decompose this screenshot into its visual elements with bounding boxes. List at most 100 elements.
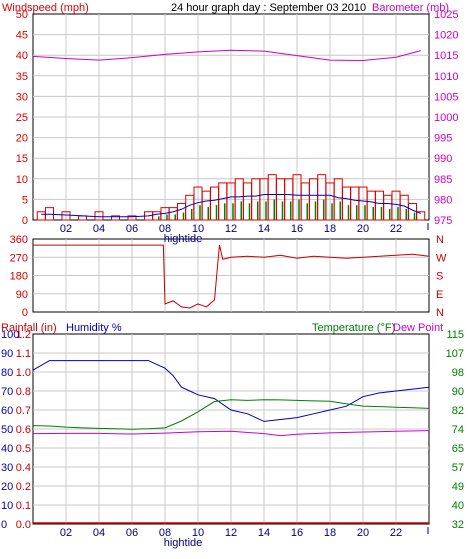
barometer-tick-label: 980 [434, 194, 452, 206]
rainfall-tick-label: 1.2 [16, 329, 31, 341]
temperature-tick-label: 90 [452, 386, 464, 398]
humidity-tick-label: 40 [1, 443, 13, 455]
windspeed-tick-label: 45 [16, 30, 28, 42]
rainfall-tick-label: 1.0 [16, 367, 31, 379]
windspeed-tick-label: 15 [16, 153, 28, 165]
windspeed-tick-label: 0 [22, 215, 28, 227]
humidity-tick-label: 100 [1, 329, 19, 341]
windspeed-axis-label: Windspeed (mph) [2, 2, 89, 14]
time-tick-label: 16 [291, 223, 303, 235]
barometer-tick-label: 975 [434, 215, 452, 227]
grid-layer [33, 14, 429, 524]
time-tick-label: 08 [159, 223, 171, 235]
windspeed-tick-label: 10 [16, 174, 28, 186]
rainfall-tick-label: 0.0 [16, 519, 31, 531]
humidity-tick-label: 60 [1, 405, 13, 417]
windspeed-bar [350, 186, 360, 221]
hightide-label: hightide [164, 233, 203, 245]
humidity-tick-label: 10 [1, 500, 13, 512]
time-tick-label: 14 [258, 223, 270, 235]
humidity-tick-label: 20 [1, 481, 13, 493]
tick-labels: 0510152025303540455097598098599099510001… [1, 9, 464, 549]
windspeed-tick-label: 5 [22, 194, 28, 206]
barometer-tick-label: 1005 [434, 91, 458, 103]
time-tick-label: 04 [93, 527, 105, 539]
windspeed-bar [375, 190, 384, 221]
humidity-tick-label: 90 [1, 348, 13, 360]
temperature-tick-label: 82 [452, 405, 464, 417]
temperature-tick-label: 32 [452, 519, 464, 531]
time-tick-label: 14 [258, 527, 270, 539]
windspeed-tick-label: 40 [16, 50, 28, 62]
humidity-line [32, 360, 430, 422]
windspeed-bar [168, 207, 178, 221]
temperature-tick-label: 107 [446, 348, 464, 360]
windspeed-bar [127, 215, 137, 221]
wind-direction-tick-label: 180 [10, 271, 28, 283]
rainfall-tick-label: 0.4 [16, 462, 31, 474]
temperature-tick-label: 65 [452, 443, 464, 455]
time-tick-label: 10 [192, 527, 204, 539]
wind-direction-tick-label: 360 [10, 234, 28, 246]
barometer-tick-label: 995 [434, 133, 452, 145]
barometer-tick-label: 985 [434, 174, 452, 186]
windspeed-bar [218, 182, 228, 221]
time-tick-label: 10 [192, 223, 204, 235]
rainfall-tick-label: 1.1 [16, 348, 31, 360]
humidity-tick-label: 70 [1, 386, 13, 398]
windspeed-bar [243, 182, 252, 221]
time-tick-label: 02 [60, 223, 72, 235]
rainfall-tick-label: 0.2 [16, 481, 31, 493]
windspeed-bar [416, 211, 426, 221]
windspeed-tick-label: 50 [16, 9, 28, 21]
compass-tick-label: S [436, 271, 443, 283]
average-wind-line [41, 193, 421, 218]
rainfall-axis-label: Rainfall (in) [1, 322, 57, 334]
barometer-tick-label: 1000 [434, 112, 458, 124]
barometer-axis-label: Barometer (mb) [372, 2, 449, 14]
humidity-tick-label: 50 [1, 424, 13, 436]
windspeed-bar [111, 215, 120, 221]
windspeed-bar [317, 174, 327, 221]
barometer-line [32, 49, 421, 62]
chart-title: 24 hour graph day : September 03 2010 [171, 2, 366, 14]
wind-direction-tick-label: 90 [16, 289, 28, 301]
rainfall-tick-label: 0.8 [16, 386, 31, 398]
humidity-tick-label: 80 [1, 367, 13, 379]
temperature-tick-label: 74 [452, 424, 464, 436]
time-tick-label: 22 [390, 223, 402, 235]
humidity-tick-label: 30 [1, 462, 13, 474]
wind-direction-tick-label: 270 [10, 252, 28, 264]
time-tick-label: 18 [324, 223, 336, 235]
windspeed-bar [201, 190, 211, 221]
temperature-tick-label: 40 [452, 500, 464, 512]
temperature-tick-label: 49 [452, 481, 464, 493]
dewpoint-axis-label: Dew Point [393, 322, 443, 334]
windspeed-tick-label: 20 [16, 133, 28, 145]
windspeed-bar [366, 190, 376, 221]
time-tick-label: 18 [324, 527, 336, 539]
time-tick-label: 16 [291, 527, 303, 539]
barometer-tick-label: 1015 [434, 50, 458, 62]
rainfall-tick-label: 0.7 [16, 405, 31, 417]
rainfall-tick-label: 0.5 [16, 443, 31, 455]
time-tick-label: 20 [357, 223, 369, 235]
compass-tick-label: N [436, 234, 444, 246]
time-tick-label: 06 [126, 527, 138, 539]
windspeed-bar [210, 186, 219, 221]
time-tick-label: 04 [93, 223, 105, 235]
wind-direction-plot [33, 244, 430, 309]
windspeed-bar [177, 203, 186, 221]
humidity-temp-plot [32, 360, 430, 524]
wind-direction-line [33, 244, 430, 309]
windspeed-tick-label: 25 [16, 112, 28, 124]
rainfall-tick-label: 0.1 [16, 500, 31, 512]
barometer-tick-label: 1025 [434, 9, 458, 21]
windspeed-bar [267, 174, 277, 221]
windspeed-bar [36, 211, 46, 221]
barometer-tick-label: 1010 [434, 71, 458, 83]
temperature-tick-label: 57 [452, 462, 464, 474]
temperature-axis-label: Temperature (°F) [312, 322, 395, 334]
windspeed-bar [342, 186, 351, 221]
